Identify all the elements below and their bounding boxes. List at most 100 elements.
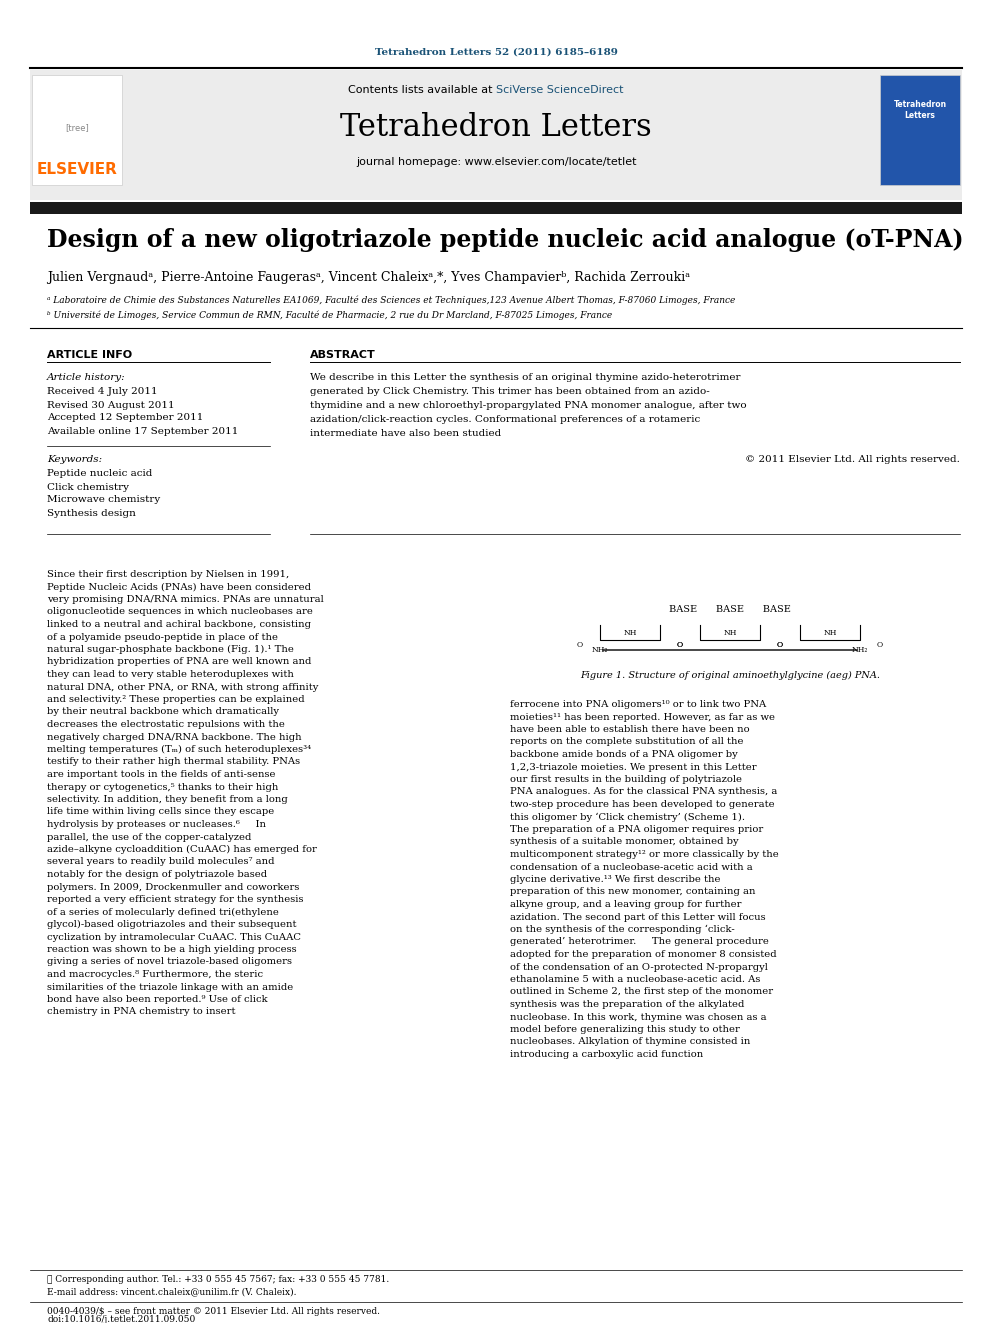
Text: azidation. The second part of this Letter will focus: azidation. The second part of this Lette… — [510, 913, 766, 922]
Text: on the synthesis of the corresponding ‘click-: on the synthesis of the corresponding ‘c… — [510, 925, 735, 934]
Text: doi:10.1016/j.tetlet.2011.09.050: doi:10.1016/j.tetlet.2011.09.050 — [47, 1315, 195, 1323]
Text: Julien Vergnaudᵃ, Pierre-Antoine Faugerasᵃ, Vincent Chaleixᵃ,*, Yves Champavierᵇ: Julien Vergnaudᵃ, Pierre-Antoine Faugera… — [47, 271, 690, 284]
Text: ᵇ Université de Limoges, Service Commun de RMN, Faculté de Pharmacie, 2 rue du D: ᵇ Université de Limoges, Service Commun … — [47, 311, 612, 320]
Text: ferrocene into PNA oligomers¹⁰ or to link two PNA: ferrocene into PNA oligomers¹⁰ or to lin… — [510, 700, 766, 709]
Text: adopted for the preparation of monomer 8 consisted: adopted for the preparation of monomer 8… — [510, 950, 777, 959]
Text: hybridization properties of PNA are well known and: hybridization properties of PNA are well… — [47, 658, 311, 667]
Text: Accepted 12 September 2011: Accepted 12 September 2011 — [47, 414, 203, 422]
Text: ARTICLE INFO: ARTICLE INFO — [47, 351, 132, 360]
Text: this oligomer by ‘Click chemistry’ (Scheme 1).: this oligomer by ‘Click chemistry’ (Sche… — [510, 812, 745, 822]
Text: alkyne group, and a leaving group for further: alkyne group, and a leaving group for fu… — [510, 900, 741, 909]
Text: several years to readily build molecules⁷ and: several years to readily build molecules… — [47, 857, 275, 867]
Text: synthesis was the preparation of the alkylated: synthesis was the preparation of the alk… — [510, 1000, 744, 1009]
Text: O: O — [677, 642, 683, 650]
Text: notably for the design of polytriazole based: notably for the design of polytriazole b… — [47, 871, 267, 878]
Text: generated’ heterotrimer.     The general procedure: generated’ heterotrimer. The general pro… — [510, 938, 769, 946]
Text: outlined in Scheme 2, the first step of the monomer: outlined in Scheme 2, the first step of … — [510, 987, 773, 996]
Text: model before generalizing this study to other: model before generalizing this study to … — [510, 1025, 740, 1035]
Text: natural DNA, other PNA, or RNA, with strong affinity: natural DNA, other PNA, or RNA, with str… — [47, 683, 318, 692]
Bar — [880, 75, 960, 185]
Text: Microwave chemistry: Microwave chemistry — [47, 496, 161, 504]
Text: of a series of molecularly defined tri(ethylene: of a series of molecularly defined tri(e… — [47, 908, 279, 917]
Text: bond have also been reported.⁹ Use of click: bond have also been reported.⁹ Use of cl… — [47, 995, 268, 1004]
Text: reaction was shown to be a high yielding process: reaction was shown to be a high yielding… — [47, 945, 297, 954]
Text: have been able to establish there have been no: have been able to establish there have b… — [510, 725, 750, 734]
Text: thymidine and a new chloroethyl-propargylated PNA monomer analogue, after two: thymidine and a new chloroethyl-propargy… — [310, 401, 747, 410]
Bar — [30, 202, 962, 214]
Text: and macrocycles.⁸ Furthermore, the steric: and macrocycles.⁸ Furthermore, the steri… — [47, 970, 263, 979]
Text: Contents lists available at: Contents lists available at — [348, 85, 496, 95]
Text: O: O — [677, 642, 683, 650]
Text: by their neutral backbone which dramatically: by their neutral backbone which dramatic… — [47, 708, 279, 717]
Text: ABSTRACT: ABSTRACT — [310, 351, 376, 360]
Text: reports on the complete substitution of all the: reports on the complete substitution of … — [510, 737, 743, 746]
Text: ethanolamine 5 with a nucleobase-acetic acid. As: ethanolamine 5 with a nucleobase-acetic … — [510, 975, 761, 984]
Text: parallel, the use of the copper-catalyzed: parallel, the use of the copper-catalyze… — [47, 832, 251, 841]
Text: Keywords:: Keywords: — [47, 455, 102, 464]
Text: Synthesis design: Synthesis design — [47, 508, 136, 517]
Text: PNA analogues. As for the classical PNA synthesis, a: PNA analogues. As for the classical PNA … — [510, 787, 778, 796]
Text: Peptide nucleic acid: Peptide nucleic acid — [47, 470, 153, 479]
Text: generated by Click Chemistry. This trimer has been obtained from an azido-: generated by Click Chemistry. This trime… — [310, 388, 709, 397]
Text: oligonucleotide sequences in which nucleobases are: oligonucleotide sequences in which nucle… — [47, 607, 312, 617]
Text: our first results in the building of polytriazole: our first results in the building of pol… — [510, 775, 742, 785]
Text: Peptide Nucleic Acids (PNAs) have been considered: Peptide Nucleic Acids (PNAs) have been c… — [47, 582, 311, 591]
Text: © 2011 Elsevier Ltd. All rights reserved.: © 2011 Elsevier Ltd. All rights reserved… — [745, 455, 960, 464]
Text: ᵃ Laboratoire de Chimie des Substances Naturelles EA1069, Faculté des Sciences e: ᵃ Laboratoire de Chimie des Substances N… — [47, 295, 735, 304]
Text: azidation/click-reaction cycles. Conformational preferences of a rotameric: azidation/click-reaction cycles. Conform… — [310, 415, 700, 425]
Text: glycol)-based oligotriazoles and their subsequent: glycol)-based oligotriazoles and their s… — [47, 919, 297, 929]
Text: Received 4 July 2011: Received 4 July 2011 — [47, 388, 158, 397]
Text: of the condensation of an O-protected N-propargyl: of the condensation of an O-protected N-… — [510, 963, 768, 971]
Text: The preparation of a PNA oligomer requires prior: The preparation of a PNA oligomer requir… — [510, 826, 763, 833]
Text: O: O — [577, 642, 583, 650]
Text: NH: NH — [723, 628, 737, 636]
Text: azide–alkyne cycloaddition (CuAAC) has emerged for: azide–alkyne cycloaddition (CuAAC) has e… — [47, 845, 316, 855]
Text: they can lead to very stable heteroduplexes with: they can lead to very stable heteroduple… — [47, 669, 294, 679]
Text: testify to their rather high thermal stability. PNAs: testify to their rather high thermal sta… — [47, 758, 301, 766]
Text: 1,2,3-triazole moieties. We present in this Letter: 1,2,3-triazole moieties. We present in t… — [510, 762, 757, 771]
Text: Article history:: Article history: — [47, 373, 126, 382]
Text: preparation of this new monomer, containing an: preparation of this new monomer, contain… — [510, 888, 756, 897]
Text: moieties¹¹ has been reported. However, as far as we: moieties¹¹ has been reported. However, a… — [510, 713, 775, 721]
Text: nucleobases. Alkylation of thymine consisted in: nucleobases. Alkylation of thymine consi… — [510, 1037, 750, 1046]
Text: condensation of a nucleobase-acetic acid with a: condensation of a nucleobase-acetic acid… — [510, 863, 753, 872]
Text: and selectivity.² These properties can be explained: and selectivity.² These properties can b… — [47, 695, 305, 704]
Text: Click chemistry: Click chemistry — [47, 483, 129, 492]
Text: BASE      BASE      BASE: BASE BASE BASE — [669, 606, 791, 614]
Text: NH: NH — [823, 628, 836, 636]
Text: E-mail address: vincent.chaleix@unilim.fr (V. Chaleix).: E-mail address: vincent.chaleix@unilim.f… — [47, 1287, 297, 1297]
Text: NH₂: NH₂ — [592, 646, 608, 654]
Text: Available online 17 September 2011: Available online 17 September 2011 — [47, 426, 238, 435]
Text: chemistry in PNA chemistry to insert: chemistry in PNA chemistry to insert — [47, 1008, 235, 1016]
Text: melting temperatures (Tₘ) of such heteroduplexes³⁴: melting temperatures (Tₘ) of such hetero… — [47, 745, 311, 754]
Text: Figure 1. Structure of original aminoethylglycine (aeg) PNA.: Figure 1. Structure of original aminoeth… — [580, 671, 880, 680]
Text: polymers. In 2009, Drockenmuller and coworkers: polymers. In 2009, Drockenmuller and cow… — [47, 882, 300, 892]
Text: hydrolysis by proteases or nucleases.⁶     In: hydrolysis by proteases or nucleases.⁶ I… — [47, 820, 266, 830]
Text: Since their first description by Nielsen in 1991,: Since their first description by Nielsen… — [47, 570, 290, 579]
Text: Design of a new oligotriazole peptide nucleic acid analogue (oT-PNA): Design of a new oligotriazole peptide nu… — [47, 228, 963, 251]
Text: Tetrahedron
Letters: Tetrahedron Letters — [894, 101, 946, 119]
Text: NH₂: NH₂ — [852, 646, 868, 654]
Text: Tetrahedron Letters: Tetrahedron Letters — [340, 112, 652, 143]
Text: We describe in this Letter the synthesis of an original thymine azido-heterotrim: We describe in this Letter the synthesis… — [310, 373, 740, 382]
Text: are important tools in the fields of anti-sense: are important tools in the fields of ant… — [47, 770, 276, 779]
Text: linked to a neutral and achiral backbone, consisting: linked to a neutral and achiral backbone… — [47, 620, 311, 628]
Text: 0040-4039/$ – see front matter © 2011 Elsevier Ltd. All rights reserved.: 0040-4039/$ – see front matter © 2011 El… — [47, 1307, 380, 1316]
Text: negatively charged DNA/RNA backbone. The high: negatively charged DNA/RNA backbone. The… — [47, 733, 302, 741]
Text: ELSEVIER: ELSEVIER — [37, 163, 117, 177]
Text: intermediate have also been studied: intermediate have also been studied — [310, 430, 501, 438]
Text: giving a series of novel triazole-based oligomers: giving a series of novel triazole-based … — [47, 958, 292, 967]
Text: Tetrahedron Letters 52 (2011) 6185–6189: Tetrahedron Letters 52 (2011) 6185–6189 — [375, 48, 617, 57]
Text: reported a very efficient strategy for the synthesis: reported a very efficient strategy for t… — [47, 894, 304, 904]
Text: cyclization by intramolecular CuAAC. This CuAAC: cyclization by intramolecular CuAAC. Thi… — [47, 933, 301, 942]
Text: decreases the electrostatic repulsions with the: decreases the electrostatic repulsions w… — [47, 720, 285, 729]
Text: very promising DNA/RNA mimics. PNAs are unnatural: very promising DNA/RNA mimics. PNAs are … — [47, 595, 323, 605]
Text: glycine derivative.¹³ We first describe the: glycine derivative.¹³ We first describe … — [510, 875, 720, 884]
Text: [tree]: [tree] — [65, 123, 89, 132]
Text: of a polyamide pseudo-peptide in place of the: of a polyamide pseudo-peptide in place o… — [47, 632, 278, 642]
Text: introducing a carboxylic acid function: introducing a carboxylic acid function — [510, 1050, 703, 1058]
Text: selectivity. In addition, they benefit from a long: selectivity. In addition, they benefit f… — [47, 795, 288, 804]
Text: O: O — [877, 642, 883, 650]
Text: therapy or cytogenetics,⁵ thanks to their high: therapy or cytogenetics,⁵ thanks to thei… — [47, 782, 279, 791]
Bar — [32, 75, 122, 185]
